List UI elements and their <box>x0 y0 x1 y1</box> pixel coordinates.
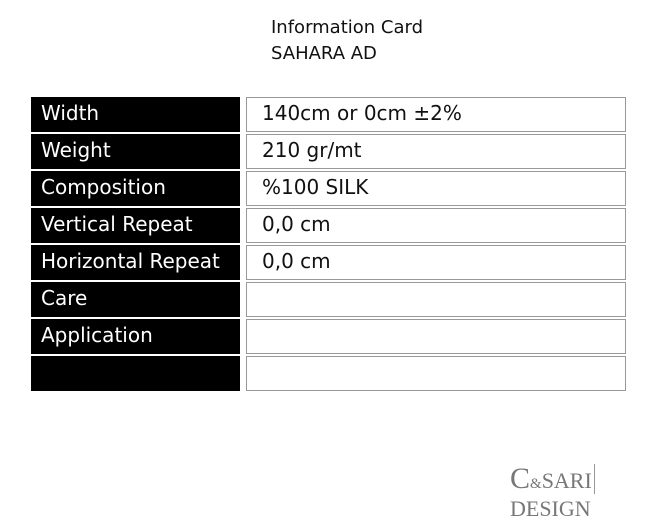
row-label: Horizontal Repeat <box>31 245 240 280</box>
row-value <box>246 356 626 391</box>
row-value: 210 gr/mt <box>246 134 626 169</box>
row-label: Composition <box>31 171 240 206</box>
row-label: Vertical Repeat <box>31 208 240 243</box>
info-row: Vertical Repeat 0,0 cm <box>31 208 627 243</box>
row-label: Weight <box>31 134 240 169</box>
info-row: Weight 210 gr/mt <box>31 134 627 169</box>
row-label: Care <box>31 282 240 317</box>
info-row: Application <box>31 319 627 354</box>
row-label: Application <box>31 319 240 354</box>
row-label <box>31 356 240 391</box>
row-label: Width <box>31 97 240 132</box>
card-title: Information Card <box>271 17 424 38</box>
row-value: 140cm or 0cm ±2% <box>246 97 626 132</box>
logo: C&SARIDESIGN <box>510 462 655 522</box>
row-value: 0,0 cm <box>246 208 626 243</box>
info-row <box>31 356 627 391</box>
info-row: Horizontal Repeat 0,0 cm <box>31 245 627 280</box>
info-row: Care <box>31 282 627 317</box>
product-name: SAHARA AD <box>271 43 377 64</box>
row-value <box>246 282 626 317</box>
info-row: Width 140cm or 0cm ±2% <box>31 97 627 132</box>
row-value: 0,0 cm <box>246 245 626 280</box>
row-value <box>246 319 626 354</box>
row-value: %100 SILK <box>246 171 626 206</box>
info-row: Composition %100 SILK <box>31 171 627 206</box>
